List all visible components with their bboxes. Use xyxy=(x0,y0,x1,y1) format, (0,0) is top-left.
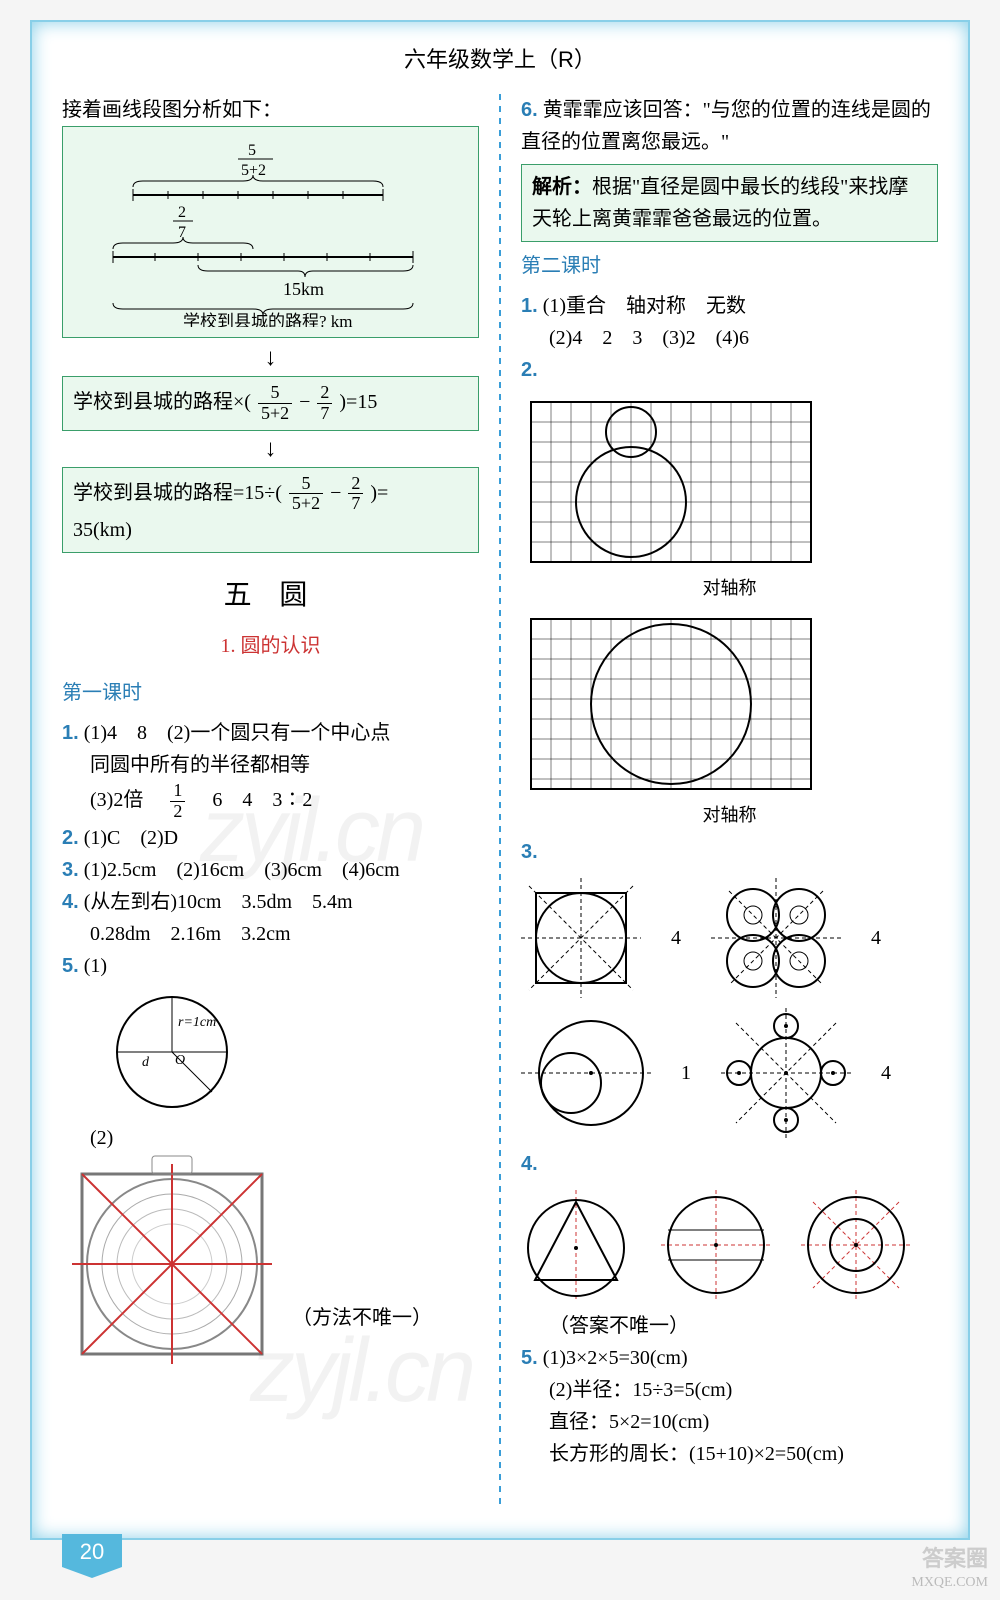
count-a: 4 xyxy=(671,922,681,954)
svg-text:7: 7 xyxy=(178,224,186,241)
right-column: 6. 黄霏霏应该回答："与您的位置的连线是圆的直径的位置离您最远。" 解析：根据… xyxy=(521,94,938,1510)
answer-b4: 4. xyxy=(521,1148,938,1180)
answer-b2: 2. xyxy=(521,354,938,386)
b3-row1: 4 4 xyxy=(521,878,938,998)
fig-triangle-in-circle xyxy=(521,1190,631,1300)
svg-text:5: 5 xyxy=(248,142,256,159)
svg-text:15km: 15km xyxy=(283,279,324,299)
answer-4: 4. (从左到右)10cm 3.5dm 5.4m 0.28dm 2.16m 3.… xyxy=(62,886,479,950)
corner-logo: 答案圈 MXQE.COM xyxy=(911,1545,988,1592)
fig-concentric xyxy=(801,1190,911,1300)
count-d: 4 xyxy=(881,1057,891,1089)
arrow-icon: ↓ xyxy=(62,346,479,370)
circle-5-1: r=1cm O d xyxy=(102,982,479,1122)
answer-5-2-label: (2) xyxy=(62,1122,479,1154)
fig-circle-two-axes xyxy=(661,1190,771,1300)
section-title: 1. 圆的认识 xyxy=(62,630,479,662)
equation-box-2: 学校到县城的路程=15÷( 55+2 − 27 )= 35(km) xyxy=(62,467,479,554)
sym-label-1: 对轴称 xyxy=(521,574,938,603)
answer-6: 6. 黄霏霏应该回答："与您的位置的连线是圆的直径的位置离您最远。" xyxy=(521,94,938,158)
segment-diagram: 5 5+2 2 xyxy=(62,126,479,338)
lesson-2-heading: 第二课时 xyxy=(521,250,938,282)
intro-text: 接着画线段图分析如下： xyxy=(62,94,479,126)
svg-text:O: O xyxy=(175,1053,185,1068)
answer-b5: 5. (1)3×2×5=30(cm) (2)半径：15÷3=5(cm) 直径：5… xyxy=(521,1342,938,1470)
left-column: 接着画线段图分析如下： 5 5+2 xyxy=(62,94,479,1510)
analysis-box: 解析：根据"直径是圆中最长的线段"来找摩天轮上离黄霏霏爸爸最远的位置。 xyxy=(521,164,938,242)
svg-text:学校到县城的路程? km: 学校到县城的路程? km xyxy=(183,312,353,327)
page-number-tab: 20 xyxy=(62,1534,122,1578)
svg-text:r=1cm: r=1cm xyxy=(178,1015,216,1030)
svg-text:2: 2 xyxy=(178,204,186,221)
column-divider xyxy=(499,94,501,1510)
fig-four-petals xyxy=(711,878,841,998)
svg-text:d: d xyxy=(142,1055,150,1070)
chapter-title: 五 圆 xyxy=(62,573,479,618)
fig-two-circles xyxy=(521,1013,651,1133)
answer-b3: 3. xyxy=(521,836,938,868)
fig-square-circle xyxy=(521,878,641,998)
grid-figure-2: 对轴称 xyxy=(521,609,938,830)
equation-box-1: 学校到县城的路程×( 55+2 − 27 )=15 xyxy=(62,376,479,431)
two-column-layout: 接着画线段图分析如下： 5 5+2 xyxy=(62,94,938,1510)
b4-note: （答案不唯一） xyxy=(521,1310,938,1342)
page-title: 六年级数学上（R） xyxy=(62,42,938,74)
method-note: （方法不唯一） xyxy=(292,1302,432,1334)
count-c: 1 xyxy=(681,1057,691,1089)
lesson-1-heading: 第一课时 xyxy=(62,677,479,709)
page-container: 六年级数学上（R） 接着画线段图分析如下： 5 5+2 xyxy=(30,20,970,1540)
answer-2: 2. (1)C (2)D xyxy=(62,822,479,854)
segment-svg: 5 5+2 2 xyxy=(73,137,433,327)
answer-5: 5. (1) xyxy=(62,950,479,982)
b3-row2: 1 4 xyxy=(521,1008,938,1138)
grid-figure-1: 对轴称 xyxy=(521,392,938,603)
answer-b1: 1. (1)重合 轴对称 无数 (2)4 2 3 (3)2 (4)6 xyxy=(521,290,938,354)
eq1-pre: 学校到县城的路程×( xyxy=(73,391,251,413)
answer-1: 1. (1)4 8 (2)一个圆只有一个中心点 同圆中所有的半径都相等 (3)2… xyxy=(62,717,479,822)
b4-row xyxy=(521,1190,938,1300)
fig-center-four-small xyxy=(721,1008,851,1138)
answer-3: 3. (1)2.5cm (2)16cm (3)6cm (4)6cm xyxy=(62,854,479,886)
arrow-icon: ↓ xyxy=(62,437,479,461)
count-b: 4 xyxy=(871,922,881,954)
compass-figure xyxy=(62,1154,282,1374)
sym-label-2: 对轴称 xyxy=(521,801,938,830)
